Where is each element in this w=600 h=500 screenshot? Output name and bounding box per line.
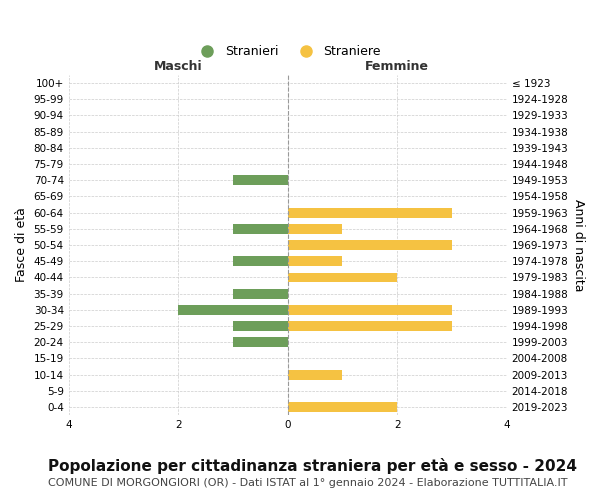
- Bar: [233, 321, 287, 331]
- Y-axis label: Anni di nascita: Anni di nascita: [572, 199, 585, 292]
- Bar: [287, 370, 343, 380]
- Bar: [287, 272, 397, 282]
- Bar: [233, 224, 287, 234]
- Text: Popolazione per cittadinanza straniera per età e sesso - 2024: Popolazione per cittadinanza straniera p…: [48, 458, 577, 473]
- Bar: [233, 176, 287, 185]
- Text: Femmine: Femmine: [365, 60, 429, 72]
- Bar: [287, 208, 452, 218]
- Bar: [233, 256, 287, 266]
- Bar: [287, 240, 452, 250]
- Bar: [233, 289, 287, 298]
- Bar: [233, 338, 287, 347]
- Text: COMUNE DI MORGONGIORI (OR) - Dati ISTAT al 1° gennaio 2024 - Elaborazione TUTTIT: COMUNE DI MORGONGIORI (OR) - Dati ISTAT …: [48, 478, 568, 488]
- Bar: [287, 256, 343, 266]
- Bar: [178, 305, 287, 314]
- Y-axis label: Fasce di età: Fasce di età: [15, 208, 28, 282]
- Bar: [287, 305, 452, 314]
- Bar: [287, 402, 397, 412]
- Bar: [287, 321, 452, 331]
- Bar: [287, 224, 343, 234]
- Legend: Stranieri, Straniere: Stranieri, Straniere: [190, 40, 386, 64]
- Text: Maschi: Maschi: [154, 60, 202, 72]
